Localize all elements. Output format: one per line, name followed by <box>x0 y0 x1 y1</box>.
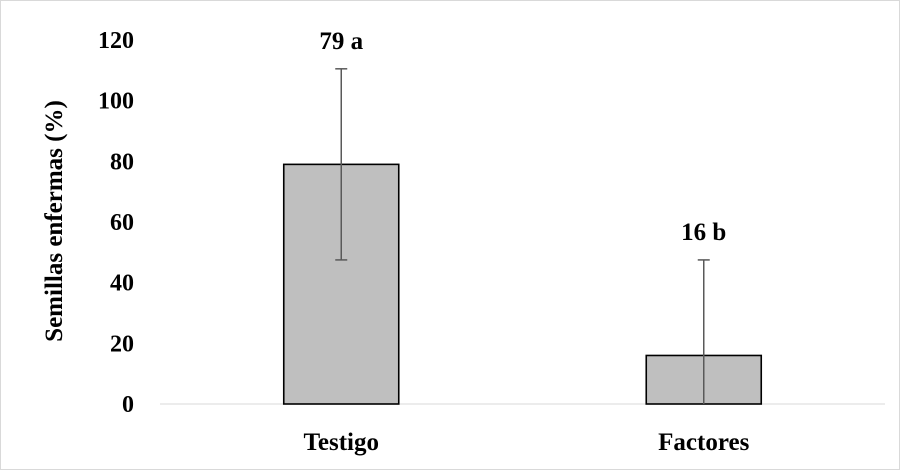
category-label-testigo: Testigo <box>304 429 379 456</box>
y-tick-label: 0 <box>122 392 134 418</box>
data-labels-group: 79 a 16 b <box>319 28 726 246</box>
y-tick-label: 40 <box>110 271 134 297</box>
category-label-factores: Factores <box>658 429 749 456</box>
y-tick-label: 80 <box>110 149 134 175</box>
y-tick-label: 120 <box>98 28 134 54</box>
y-axis-title: Semillas enfermas (%) <box>41 100 68 342</box>
error-bar-factores <box>697 259 710 404</box>
y-tick-label: 60 <box>110 210 134 236</box>
category-labels-group: Testigo Factores <box>304 429 750 456</box>
error-bar-testigo <box>335 68 348 261</box>
y-axis-ticks: 0 20 40 60 80 100 120 <box>98 28 134 418</box>
data-label-factores: 16 b <box>681 219 726 246</box>
y-tick-label: 100 <box>98 89 134 115</box>
y-axis-title-group: Semillas enfermas (%) <box>41 100 68 342</box>
data-label-testigo: 79 a <box>319 28 363 55</box>
error-bars-group <box>335 68 710 404</box>
y-tick-label: 20 <box>110 331 134 357</box>
